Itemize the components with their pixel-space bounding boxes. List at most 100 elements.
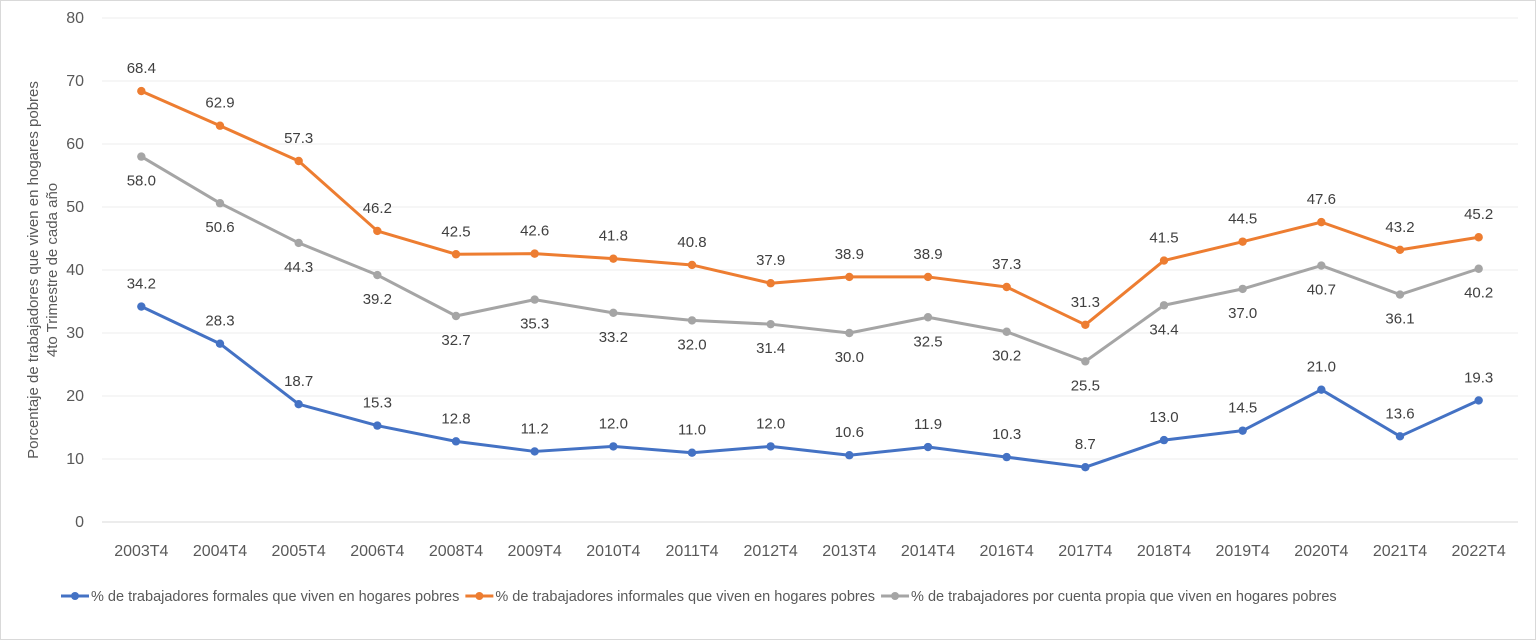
x-tick-label: 2019T4 <box>1216 543 1270 560</box>
legend-label: % de trabajadores por cuenta propia que … <box>911 589 1337 605</box>
series-line-1 <box>139 89 1481 327</box>
data-point <box>766 279 775 288</box>
data-label: 38.9 <box>835 246 864 263</box>
data-point <box>137 86 146 96</box>
data-point <box>1474 396 1483 405</box>
data-label: 32.0 <box>677 336 706 353</box>
x-tick-label: 2003T4 <box>114 543 168 560</box>
series-line-0 <box>139 305 1481 469</box>
legend-item-0: % de trabajadores formales que viven en … <box>61 589 459 605</box>
data-label: 37.9 <box>756 252 785 269</box>
data-label: 58.0 <box>127 173 156 190</box>
y-tick-label: 60 <box>66 136 84 153</box>
y-tick-label: 80 <box>66 10 84 27</box>
data-point <box>845 451 854 460</box>
data-label: 40.2 <box>1464 285 1493 302</box>
y-axis-ticks: 0 10 20 30 40 50 60 70 80 <box>66 10 84 531</box>
data-point <box>1395 290 1405 299</box>
data-label: 32.7 <box>441 332 470 349</box>
x-axis-ticks: 2003T4 2004T4 2005T4 2006T4 2008T4 2009T4 2010… <box>114 543 1506 560</box>
y-tick-label: 70 <box>66 73 84 90</box>
data-point <box>1159 435 1169 445</box>
legend-marker <box>475 592 484 600</box>
x-tick-label: 2011T4 <box>665 543 718 560</box>
data-point <box>1081 320 1090 330</box>
data-label: 62.9 <box>205 95 234 112</box>
data-point <box>530 295 539 304</box>
data-label: 43.2 <box>1385 219 1414 236</box>
data-label: 57.3 <box>284 130 313 147</box>
data-point <box>215 199 225 208</box>
data-point <box>1002 327 1011 336</box>
data-label: 44.5 <box>1228 211 1257 228</box>
data-point <box>451 311 461 321</box>
x-tick-label: 2022T4 <box>1452 543 1506 560</box>
data-label: 44.3 <box>284 259 313 276</box>
data-point <box>294 156 303 166</box>
gridlines <box>102 17 1518 523</box>
data-point <box>373 421 382 430</box>
data-label: 21.0 <box>1307 359 1336 376</box>
x-tick-label: 2008T4 <box>429 543 483 560</box>
data-label: 41.5 <box>1149 230 1178 247</box>
series-group <box>137 86 1483 472</box>
data-label: 40.7 <box>1307 282 1336 299</box>
data-point <box>1238 284 1247 294</box>
data-label: 12.8 <box>441 410 470 427</box>
data-label: 45.2 <box>1464 206 1493 223</box>
data-label: 10.6 <box>835 424 864 441</box>
data-point <box>1474 233 1483 242</box>
data-label: 37.3 <box>992 256 1021 273</box>
data-label: 13.6 <box>1385 405 1414 422</box>
data-label: 30.0 <box>835 349 864 366</box>
data-label: 68.4 <box>127 60 156 77</box>
data-point <box>294 238 303 248</box>
x-tick-label: 2004T4 <box>193 543 247 560</box>
data-point <box>1395 245 1405 255</box>
y-tick-label: 10 <box>66 451 84 468</box>
x-tick-label: 2018T4 <box>1137 543 1191 560</box>
data-point <box>1081 357 1090 366</box>
data-label: 50.6 <box>205 219 234 236</box>
data-label: 11.0 <box>678 422 706 439</box>
data-point <box>373 226 382 236</box>
data-label: 42.5 <box>441 223 470 240</box>
data-label: 36.1 <box>1385 311 1414 328</box>
data-point <box>766 319 775 329</box>
data-label: 38.9 <box>913 246 942 263</box>
x-tick-label: 2016T4 <box>980 543 1034 560</box>
data-label: 34.4 <box>1149 321 1178 338</box>
data-point <box>1317 261 1326 270</box>
data-point <box>1317 217 1326 227</box>
data-point <box>687 316 697 325</box>
x-tick-label: 2014T4 <box>901 543 955 560</box>
data-label: 12.0 <box>599 415 628 432</box>
data-point <box>373 270 382 280</box>
data-label: 15.3 <box>363 395 392 412</box>
data-point <box>609 308 618 318</box>
data-point <box>845 272 854 282</box>
data-point <box>923 313 933 322</box>
x-tick-label: 2012T4 <box>744 543 798 560</box>
data-point <box>451 437 461 446</box>
data-point <box>923 442 933 452</box>
data-point <box>1238 426 1247 435</box>
data-point <box>1159 256 1169 265</box>
legend-label: % de trabajadores formales que viven en … <box>91 589 459 605</box>
data-point <box>1238 237 1247 246</box>
y-tick-label: 50 <box>66 199 84 216</box>
data-label: 39.2 <box>363 291 392 308</box>
data-point <box>923 272 933 282</box>
data-label: 47.6 <box>1307 191 1336 208</box>
data-label: 19.3 <box>1464 369 1493 386</box>
data-label: 25.5 <box>1071 377 1100 394</box>
data-label: 12.0 <box>756 415 785 432</box>
data-point <box>766 442 775 451</box>
x-tick-label: 2013T4 <box>822 543 876 560</box>
legend-item-1: % de trabajadores informales que viven e… <box>465 589 875 605</box>
data-point <box>530 249 539 258</box>
data-label: 10.3 <box>992 426 1021 443</box>
data-label: 33.2 <box>599 329 628 346</box>
